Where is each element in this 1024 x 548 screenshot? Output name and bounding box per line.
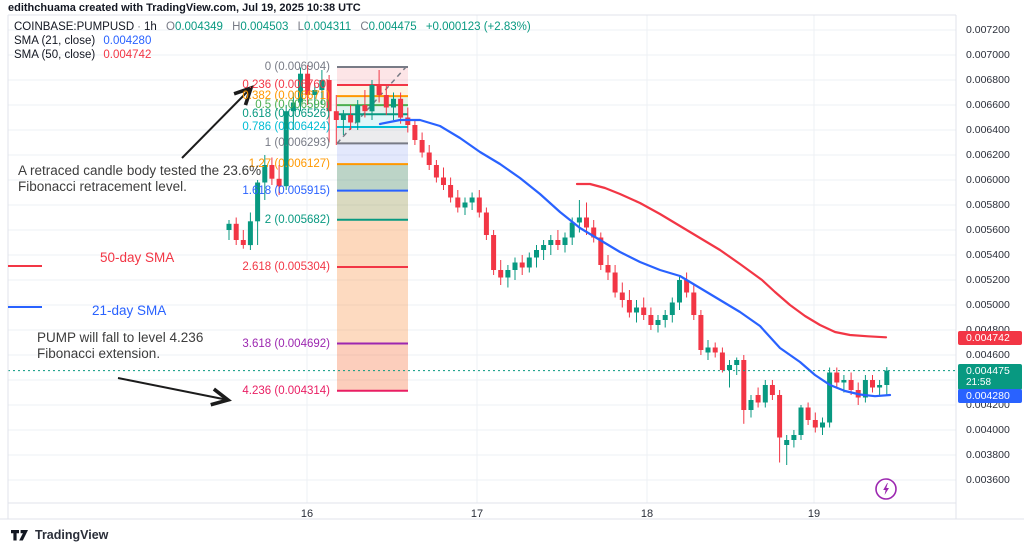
close-value: 0.004475 <box>368 21 417 33</box>
sma21-legend-value: 0.004280 <box>103 35 152 47</box>
price-axis-label: 0.003600 <box>966 473 1010 486</box>
time-axis-label: 16 <box>300 508 314 520</box>
price-axis-label: 0.004000 <box>966 423 1010 436</box>
price-axis-label: 0.003800 <box>966 448 1010 461</box>
price-axis-label: 0.007000 <box>966 48 1010 61</box>
attribution-text: edithchuama created with TradingView.com… <box>8 2 361 14</box>
annotation-sma50-label[interactable]: 50-day SMA <box>100 250 175 265</box>
chart-legend: COINBASE:PUMPUSD · 1h O0.004349 H0.004503 … <box>14 21 531 63</box>
price-axis-label: 0.005000 <box>966 298 1010 311</box>
last-price-badge: 0.004475 21:58 <box>958 364 1022 391</box>
annotation-sma21-label[interactable]: 21-day SMA <box>92 303 167 318</box>
high-key: H <box>232 21 241 33</box>
open-key: O <box>165 21 175 33</box>
sma50-sample-line <box>8 265 42 267</box>
sma50-legend-row[interactable]: SMA (50, close) 0.004742 <box>14 49 531 62</box>
tradingview-watermark-text: TradingView <box>35 528 109 542</box>
separator: · <box>137 21 141 33</box>
price-axis-label: 0.005800 <box>966 198 1010 211</box>
price-axis-label: 0.006000 <box>966 173 1010 186</box>
change-value: +0.000123 (+2.83%) <box>425 21 531 33</box>
low-value: 0.004311 <box>304 21 352 33</box>
annotation-note-extension[interactable]: PUMP will fall to level 4.236 Fibonacci … <box>37 330 204 361</box>
tradingview-watermark[interactable]: TradingView <box>10 528 108 542</box>
sma50-line <box>575 182 888 339</box>
tradingview-logo-icon <box>11 529 28 540</box>
sma50-legend-value: 0.004742 <box>103 49 152 61</box>
close-key: C <box>360 21 369 33</box>
price-axis-label: 0.006200 <box>966 148 1010 161</box>
annotation-arrow[interactable] <box>181 85 254 159</box>
price-axis-label: 0.004600 <box>966 348 1010 361</box>
sma21-sample-line <box>8 306 42 308</box>
price-axis-label: 0.005400 <box>966 248 1010 261</box>
price-axis-label: 0.007200 <box>966 23 1010 36</box>
high-value: 0.004503 <box>240 21 289 33</box>
boost-lightning-icon[interactable] <box>874 477 898 501</box>
low-key: L <box>297 21 304 33</box>
sma21-legend-label: SMA (21, close) <box>14 35 96 47</box>
time-axis-label: 19 <box>807 508 821 520</box>
sma21-line <box>378 118 892 398</box>
sma50-price-badge: 0.004742 <box>958 330 1022 345</box>
open-value: 0.004349 <box>174 21 223 33</box>
sma50-legend-label: SMA (50, close) <box>14 49 96 61</box>
candlestick-series <box>226 65 890 465</box>
price-axis-label: 0.006400 <box>966 123 1010 136</box>
price-axis-label: 0.006600 <box>966 98 1010 111</box>
time-axis-label: 17 <box>470 508 484 520</box>
interval-label: 1h <box>143 21 157 33</box>
annotation-arrow[interactable] <box>117 377 232 407</box>
sma21-price-badge: 0.004280 <box>958 388 1022 403</box>
price-axis-label: 0.005600 <box>966 223 1010 236</box>
symbol-row[interactable]: COINBASE:PUMPUSD · 1h O0.004349 H0.004503 … <box>14 21 531 34</box>
price-axis-label: 0.006800 <box>966 73 1010 86</box>
annotation-note-retrace[interactable]: A retraced candle body tested the 23.6% … <box>18 163 262 194</box>
symbol-name: COINBASE:PUMPUSD <box>14 21 135 33</box>
sma21-legend-row[interactable]: SMA (21, close) 0.004280 <box>14 35 531 48</box>
time-axis-label: 18 <box>640 508 654 520</box>
price-axis-label: 0.005200 <box>966 273 1010 286</box>
